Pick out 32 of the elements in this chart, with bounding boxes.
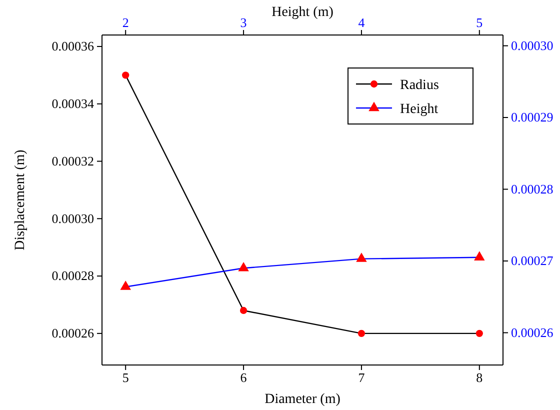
x2-axis-title: Height (m) <box>272 5 334 20</box>
y2-tick-label: 0.00029 <box>511 110 554 125</box>
y2-tick-label: 0.00026 <box>511 324 554 340</box>
y-tick-label: 0.00028 <box>52 268 94 284</box>
x-axis-title: Diameter (m) <box>264 392 341 407</box>
x2-tick-label: 3 <box>240 15 247 30</box>
point <box>356 252 367 262</box>
point <box>358 330 366 337</box>
point <box>122 72 130 79</box>
y2-tick-label: 0.00027 <box>511 253 554 268</box>
point <box>238 262 249 272</box>
y-tick-label: 0.00036 <box>52 38 94 54</box>
y-tick-label: 0.00032 <box>52 153 94 168</box>
x-tick-label: 7 <box>358 370 366 386</box>
x2-tick-label: 4 <box>358 15 366 30</box>
legend-label: Radius <box>400 78 439 93</box>
x-tick-label: 6 <box>240 370 248 386</box>
y-tick-label: 0.00026 <box>52 326 94 341</box>
y-tick-label: 0.00034 <box>52 96 94 112</box>
point <box>476 330 483 337</box>
x2-tick-label: 5 <box>476 15 483 30</box>
point <box>240 306 248 314</box>
y-tick-label: 0.00030 <box>52 210 94 226</box>
y2-tick-label: 0.00028 <box>511 181 554 196</box>
point <box>474 251 485 260</box>
legend-label: Height <box>400 102 438 117</box>
x-tick-label: 8 <box>476 370 483 386</box>
point <box>120 280 131 290</box>
y-axis-title: Displacement (m) <box>13 149 28 250</box>
y2-tick-label: 0.00030 <box>511 38 554 53</box>
x2-tick-label: 2 <box>122 15 129 30</box>
x-tick-label: 5 <box>122 370 129 386</box>
